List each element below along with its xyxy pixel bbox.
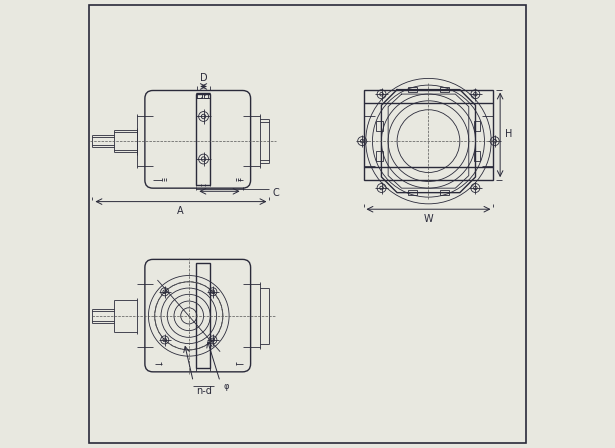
Bar (376, 121, 383, 131)
Bar (197, 93, 202, 98)
Bar (408, 190, 417, 195)
Bar (474, 121, 480, 131)
Bar (440, 87, 448, 92)
Text: H: H (505, 129, 512, 139)
Bar (196, 94, 210, 185)
Text: C: C (272, 188, 279, 198)
Text: φ: φ (223, 382, 229, 391)
Bar (363, 90, 493, 103)
Bar (408, 87, 417, 92)
Bar (363, 167, 493, 180)
Text: A: A (177, 206, 184, 216)
Text: D: D (200, 73, 207, 83)
Text: n-d: n-d (196, 386, 212, 396)
Text: W: W (424, 214, 434, 224)
Bar (474, 151, 480, 161)
Bar (440, 190, 448, 195)
Bar (376, 151, 383, 161)
Bar (196, 263, 210, 368)
Bar (204, 93, 208, 98)
